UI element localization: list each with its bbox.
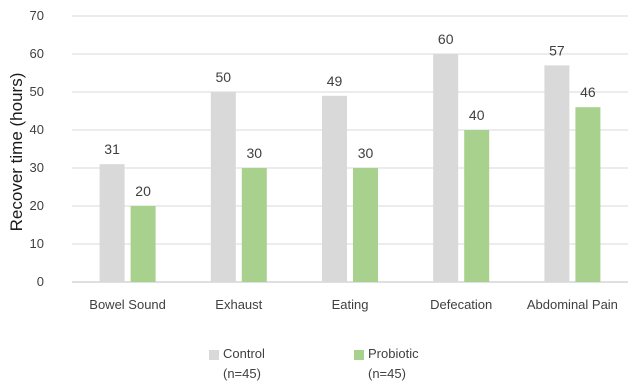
category-labels: Bowel Sound Exhaust Eating Defecation Abdomi… <box>89 297 618 312</box>
x-category-label: Eating <box>332 297 369 312</box>
data-label: 20 <box>135 183 151 199</box>
legend-item-control: Control (n=45) <box>209 346 265 381</box>
legend-sublabel-probiotic: (n=45) <box>368 366 406 381</box>
y-tick-label: 10 <box>30 236 44 251</box>
y-tick-label: 60 <box>30 46 44 61</box>
data-label: 49 <box>327 73 343 89</box>
legend-label-control: Control <box>223 346 265 361</box>
y-tick-label: 20 <box>30 198 44 213</box>
legend-sublabel-control: (n=45) <box>223 366 261 381</box>
data-label: 60 <box>438 31 454 47</box>
x-category-label: Abdominal Pain <box>527 297 618 312</box>
bars <box>99 54 601 283</box>
y-tick-label: 0 <box>37 274 44 289</box>
bar-control <box>210 92 236 282</box>
legend-label-probiotic: Probiotic <box>368 346 419 361</box>
y-tick-label: 30 <box>30 160 44 175</box>
data-label: 57 <box>549 42 565 58</box>
data-label: 31 <box>104 141 120 157</box>
legend-item-probiotic: Probiotic (n=45) <box>354 346 419 381</box>
bar-probiotic <box>353 168 378 282</box>
y-tick-label: 70 <box>30 8 44 23</box>
data-labels: 31 20 50 30 49 30 60 40 57 46 <box>104 31 596 199</box>
bar-control <box>99 164 125 282</box>
y-axis-ticks: 0 10 20 30 40 50 60 70 <box>30 8 44 289</box>
bar-control <box>322 95 347 282</box>
x-category-label: Exhaust <box>215 297 262 312</box>
data-label: 30 <box>247 145 263 161</box>
bar-probiotic <box>130 206 156 282</box>
gridlines <box>72 15 628 283</box>
y-tick-label: 40 <box>30 122 44 137</box>
bar-probiotic <box>241 168 267 282</box>
data-label: 40 <box>469 107 485 123</box>
y-tick-label: 50 <box>30 84 44 99</box>
y-axis-label: Recover time (hours) <box>7 73 26 232</box>
bar-probiotic <box>575 107 601 282</box>
bar-control <box>433 54 459 282</box>
x-category-label: Defecation <box>430 297 492 312</box>
legend-swatch-control <box>209 349 219 360</box>
x-category-label: Bowel Sound <box>89 297 166 312</box>
data-label: 50 <box>216 69 232 85</box>
data-label: 46 <box>580 84 596 100</box>
legend-swatch-probiotic <box>354 349 364 360</box>
bar-probiotic <box>464 130 490 282</box>
bar-chart: 0 10 20 30 40 50 60 70 31 20 50 30 49 30 60 40 57 46 Bow… <box>7 8 628 312</box>
bar-control <box>544 65 570 283</box>
data-label: 30 <box>358 145 374 161</box>
